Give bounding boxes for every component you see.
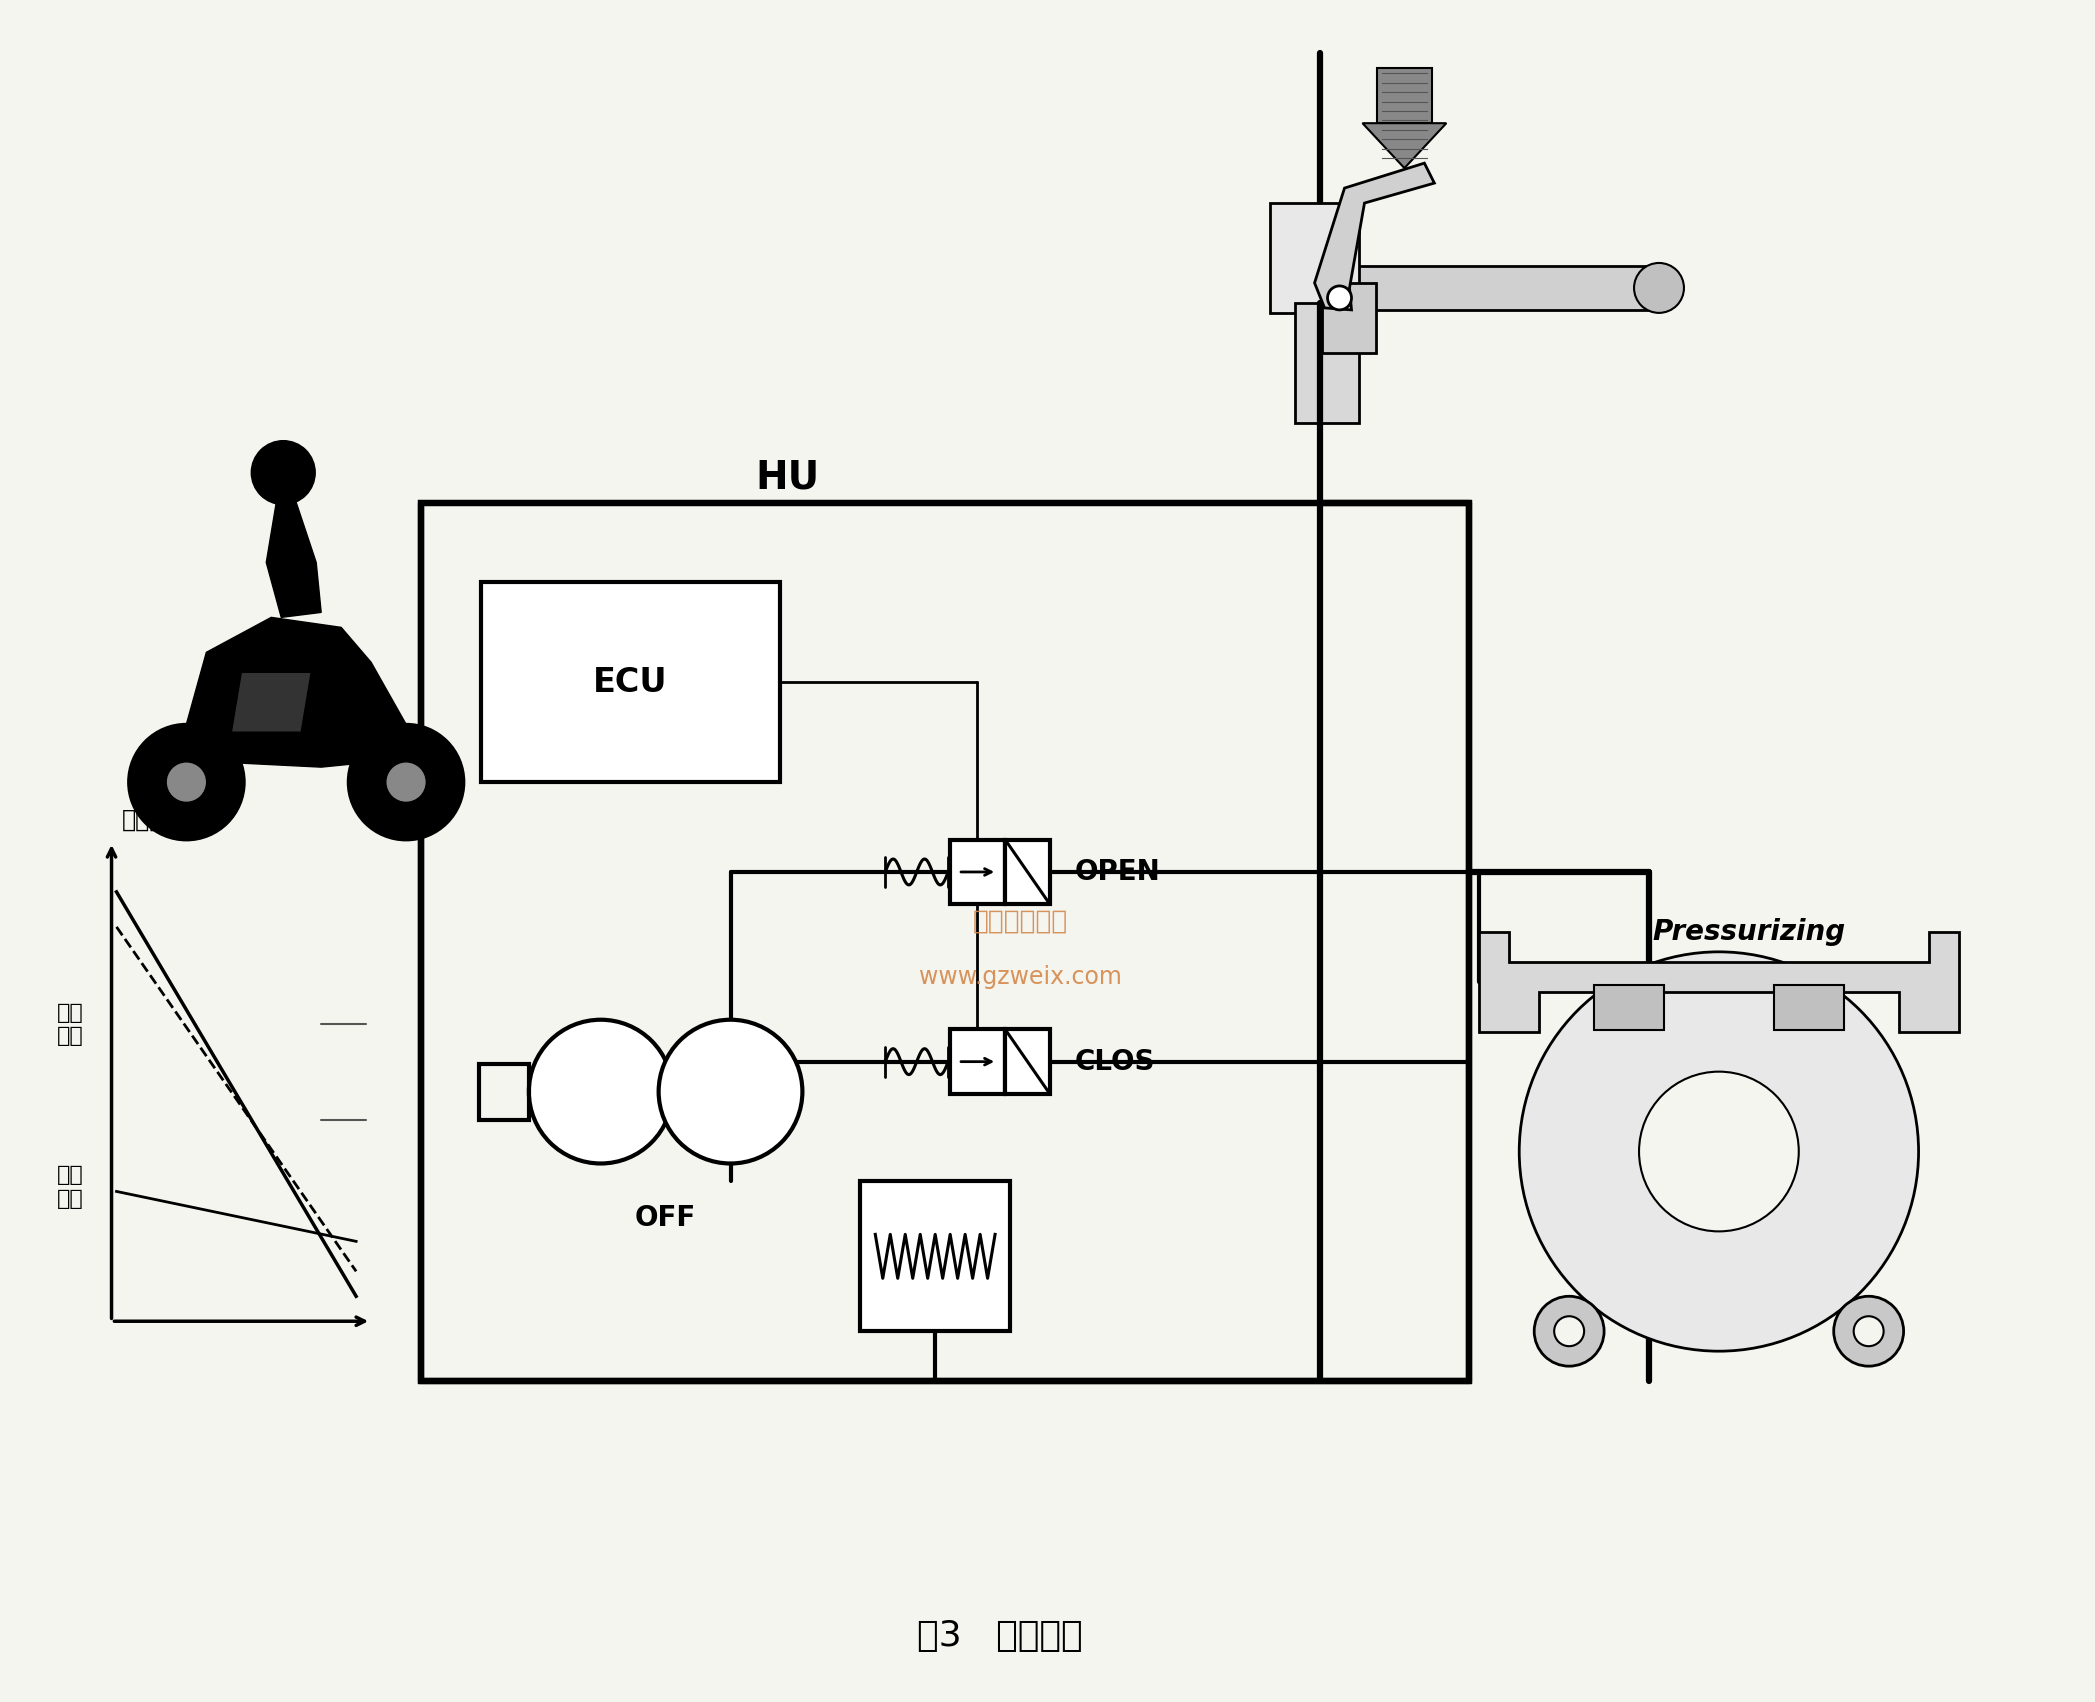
Text: CLOS: CLOS (1075, 1048, 1156, 1076)
Text: 精通维修下载: 精通维修下载 (972, 909, 1068, 934)
Bar (1774, 985, 1844, 1030)
Circle shape (528, 1019, 672, 1164)
Circle shape (1328, 286, 1351, 310)
Circle shape (1519, 951, 1919, 1351)
Circle shape (1854, 1316, 1883, 1346)
Bar (482, 582, 781, 783)
Bar (861, 1181, 1010, 1331)
Circle shape (166, 762, 207, 802)
Bar (1295, 303, 1360, 422)
Circle shape (128, 725, 245, 841)
Polygon shape (266, 502, 321, 618)
Bar (480, 1064, 528, 1120)
Circle shape (251, 441, 314, 504)
Circle shape (658, 1019, 802, 1164)
Text: OPEN: OPEN (1075, 858, 1161, 887)
Text: 图3   常规制动: 图3 常规制动 (918, 1619, 1083, 1653)
Bar (951, 1030, 1006, 1094)
Polygon shape (230, 672, 312, 732)
Circle shape (1554, 1316, 1584, 1346)
Bar (1006, 839, 1050, 904)
Text: ECU: ECU (593, 665, 668, 700)
Polygon shape (186, 618, 406, 768)
Text: 车体速度: 车体速度 (122, 808, 178, 832)
Bar (1006, 1030, 1050, 1094)
Circle shape (1833, 1297, 1904, 1367)
Text: HU: HU (756, 458, 819, 497)
Polygon shape (1314, 163, 1435, 310)
Circle shape (1534, 1297, 1605, 1367)
Bar (421, 502, 1469, 1380)
Circle shape (348, 725, 463, 841)
Polygon shape (1479, 933, 1959, 1031)
Circle shape (385, 762, 425, 802)
Text: www.gzweix.com: www.gzweix.com (918, 965, 1121, 989)
Text: Pressurizing: Pressurizing (1653, 917, 1846, 946)
Text: OFF: OFF (635, 1205, 696, 1232)
Bar (421, 502, 1469, 1380)
Bar (1322, 283, 1376, 352)
Circle shape (1638, 1072, 1800, 1231)
Bar (951, 839, 1006, 904)
Bar (1270, 203, 1360, 313)
Text: 卡钳
压力: 卡钳 压力 (57, 1166, 84, 1208)
Bar (1330, 266, 1659, 310)
Bar (1376, 68, 1431, 123)
Circle shape (1634, 264, 1684, 313)
Polygon shape (1362, 123, 1446, 168)
Text: 车轮
速度: 车轮 速度 (57, 1002, 84, 1045)
Bar (1594, 985, 1663, 1030)
